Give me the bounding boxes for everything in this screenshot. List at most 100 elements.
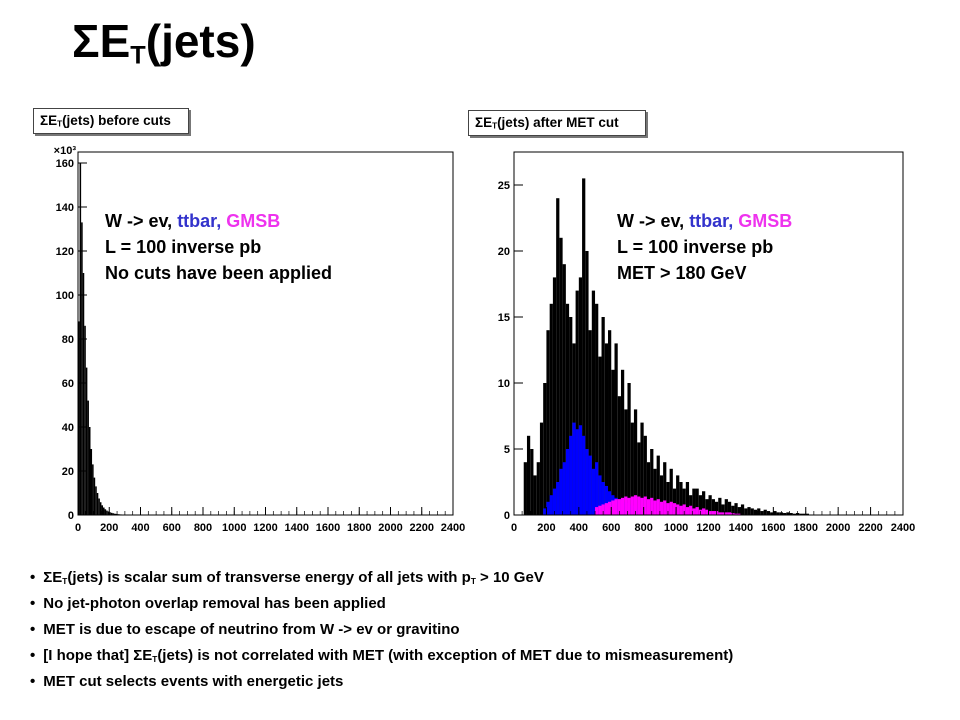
histogram-bar [721,504,725,515]
slide-title: ΣET(jets) [72,18,256,68]
histogram-bar [110,512,113,515]
histogram-bar [802,513,806,515]
x-tick-label: 400 [570,522,588,534]
bullet-sub: T [152,655,158,665]
histogram-bar [595,507,599,515]
histogram-bar [724,499,728,515]
annotation-left-line3: No cuts have been applied [105,263,333,283]
x-tick-label: 1800 [347,522,371,534]
histogram-bar [630,496,634,515]
annotation-left-line2: L = 100 inverse pb [105,237,262,257]
histogram-bar [569,317,573,515]
histogram-bar [106,510,108,515]
histogram-bar [578,277,583,515]
histogram-bar [656,499,660,515]
histogram-bar [93,477,96,515]
histogram-bar [757,508,761,515]
x-tick-label: 1000 [664,522,688,534]
x-tick-label: 600 [163,522,181,534]
histogram-bar [113,513,116,515]
histogram-bar [604,485,609,515]
histogram-bar [552,277,557,515]
histogram-bar [112,513,114,515]
y-tick-label: 20 [62,466,74,478]
histogram-bar [598,475,602,515]
histogram-bar [620,369,625,515]
hist-title-tail: (jets) after MET cut [497,115,619,130]
histogram-bar [585,449,589,515]
histogram-bar [559,468,563,515]
histogram-bar [750,508,754,515]
histogram-bar [556,198,560,515]
histogram-bar [103,507,105,515]
histogram-bar [640,497,644,515]
histogram-bar [569,435,573,515]
x-tick-label: 1200 [253,522,277,534]
histogram-bar [84,325,86,515]
bullet-sub: T [470,577,476,587]
annotation-left: W -> ev, ttbar, GMSB L = 100 inverse pb … [105,208,332,286]
histogram-bar [737,507,741,515]
x-tick-label: 800 [634,522,652,534]
histogram-bar [650,449,654,515]
histogram-bar [685,507,690,515]
histogram-bar [104,509,107,515]
histogram-bar [595,462,599,515]
histogram-bar [565,449,570,515]
histogram-bar [718,497,722,515]
x-tick-label: 1600 [761,522,785,534]
histogram-bar [539,422,544,515]
histogram-bar [666,482,670,515]
hist-title-main: ΣE [40,113,58,128]
histogram-bar [92,464,94,515]
legend-gmsb: GMSB [226,211,281,231]
histogram-bar [705,509,709,515]
histogram-bar [608,501,612,515]
histogram-bar [685,482,690,515]
histogram-bar [711,499,715,515]
x-tick-label: 1000 [222,522,246,534]
bullet-item: No jet-photon overlap removal has been a… [30,591,733,617]
histogram-bar [98,498,100,515]
histogram-bar [627,383,631,515]
histogram-bar [562,264,566,515]
histogram-bar [608,330,612,515]
histogram-bar [588,330,592,515]
histogram-bar [115,513,118,515]
histogram-bar [624,496,628,515]
histogram-bar [572,422,576,515]
histogram-bar [731,505,735,515]
bullet-text: (jets) is scalar sum of transverse energ… [67,569,471,586]
x-tick-label: 2000 [826,522,850,534]
histogram-bar [727,512,732,515]
bullet-text: (jets) is not correlated with MET (with … [157,647,734,664]
histogram-bar [598,356,602,515]
bullet-item: MET cut selects events with energetic je… [30,669,733,695]
y-tick-label: 40 [62,422,74,434]
histogram-bar [786,512,790,515]
histogram-bar [676,475,680,515]
bullet-item: MET is due to escape of neutrino from W … [30,617,733,643]
histogram-bar [588,455,592,515]
histogram-bar [705,499,709,515]
histogram-bar [604,503,609,515]
histogram-bar [682,504,686,515]
x-tick-label: 1800 [794,522,818,534]
y-tick-label: 25 [498,180,510,192]
hist-title-main: ΣE [475,115,493,130]
histogram-bar [744,508,748,515]
histogram-bar [575,429,579,515]
hist-title-before-cuts: ΣET(jets) before cuts [33,108,189,134]
histogram-bar [95,486,97,515]
histogram-bar [559,237,563,516]
bullet-text: > 10 GeV [475,569,544,586]
histogram-bar [672,503,677,515]
histogram-bar [536,462,540,515]
histogram-bar [591,468,596,515]
histogram-bar [90,449,93,515]
histogram-bar [734,503,738,515]
annotation-left-line1: W -> ev, ttbar, GMSB [105,208,332,234]
histogram-bar [556,482,560,515]
histogram-bar [646,462,651,515]
y-tick-label: 120 [56,246,74,258]
